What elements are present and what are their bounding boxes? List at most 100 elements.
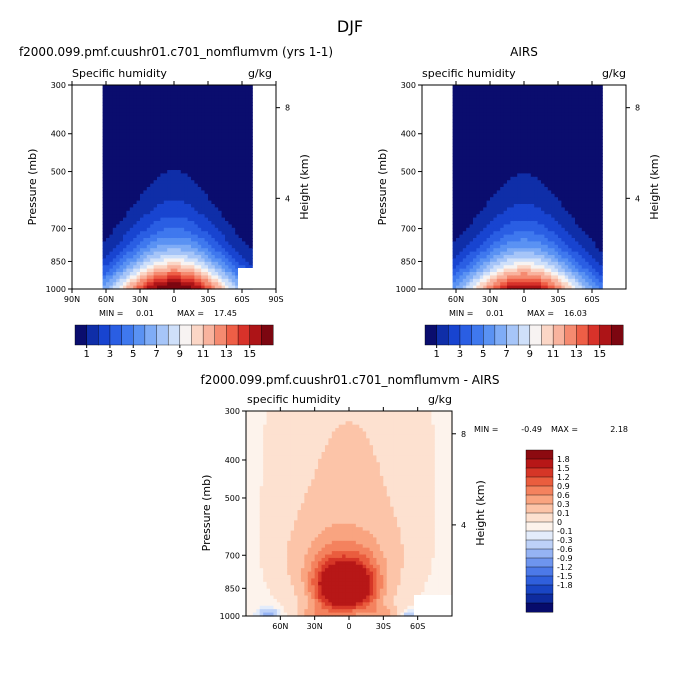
field-cell bbox=[204, 105, 209, 110]
field-cell bbox=[456, 170, 460, 174]
field-cell bbox=[564, 207, 569, 212]
field-cell bbox=[483, 95, 488, 100]
field-cell bbox=[123, 173, 127, 178]
field-cell bbox=[561, 153, 566, 157]
field-cell bbox=[157, 261, 161, 266]
field-cell bbox=[547, 238, 552, 242]
field-cell bbox=[187, 88, 192, 93]
field-cell bbox=[541, 102, 545, 106]
field-cell bbox=[510, 136, 515, 140]
field-cell bbox=[197, 214, 202, 219]
field-cell bbox=[541, 170, 545, 174]
field-cell bbox=[459, 200, 464, 205]
field-cell bbox=[163, 156, 168, 161]
field-cell bbox=[547, 125, 552, 130]
field-cell bbox=[184, 261, 189, 266]
field-cell bbox=[153, 268, 158, 273]
field-cell bbox=[476, 227, 481, 232]
field-cell bbox=[541, 261, 545, 266]
field-cell bbox=[517, 193, 522, 198]
field-cell bbox=[500, 197, 505, 202]
field-cell bbox=[197, 129, 202, 134]
field-cell bbox=[459, 159, 464, 164]
field-cell bbox=[140, 156, 144, 161]
field-cell bbox=[231, 108, 236, 113]
field-cell bbox=[564, 190, 569, 195]
field-cell bbox=[530, 159, 535, 164]
field-cell bbox=[541, 210, 545, 215]
field-cell bbox=[163, 275, 168, 280]
field-cell bbox=[231, 190, 236, 195]
field-cell bbox=[214, 265, 219, 270]
field-cell bbox=[211, 227, 216, 232]
field-cell bbox=[112, 285, 117, 290]
field-cell bbox=[133, 278, 138, 283]
field-cell bbox=[564, 102, 569, 106]
field-cell bbox=[204, 125, 209, 130]
field-cell bbox=[534, 112, 539, 117]
field-cell bbox=[578, 142, 583, 147]
field-cell bbox=[102, 105, 107, 110]
y-tick-label: 400 bbox=[51, 130, 66, 139]
field-cell bbox=[242, 227, 246, 232]
field-cell bbox=[530, 217, 535, 222]
field-cell bbox=[126, 238, 131, 242]
field-cell bbox=[170, 272, 175, 276]
field-cell bbox=[561, 221, 566, 225]
field-cell bbox=[469, 129, 474, 134]
field-cell bbox=[150, 149, 155, 154]
field-cell bbox=[194, 265, 199, 270]
field-cell bbox=[167, 108, 172, 113]
field-cell bbox=[476, 258, 481, 263]
field-cell bbox=[157, 166, 161, 171]
field-cell bbox=[486, 282, 491, 287]
field-cell bbox=[160, 129, 165, 134]
field-cell bbox=[231, 95, 236, 100]
field-cell bbox=[483, 190, 488, 195]
field-cell bbox=[534, 163, 539, 168]
field-cell bbox=[214, 139, 219, 144]
field-cell bbox=[109, 170, 114, 174]
field-cell bbox=[554, 217, 559, 222]
field-cell bbox=[160, 272, 165, 276]
field-cell bbox=[191, 91, 195, 96]
field-cell bbox=[462, 156, 467, 161]
field-cell bbox=[167, 183, 172, 188]
field-cell bbox=[143, 156, 148, 161]
field-cell bbox=[231, 88, 236, 93]
field-cell bbox=[102, 132, 107, 137]
field-cell bbox=[554, 139, 559, 144]
field-cell bbox=[123, 88, 127, 93]
field-cell bbox=[218, 197, 223, 202]
field-cell bbox=[153, 88, 158, 93]
field-cell bbox=[524, 207, 528, 212]
field-cell bbox=[194, 156, 199, 161]
field-cell bbox=[126, 112, 131, 117]
field-cell bbox=[177, 112, 182, 117]
field-cell bbox=[221, 115, 226, 120]
field-cell bbox=[177, 170, 182, 174]
field-cell bbox=[218, 98, 223, 103]
field-cell bbox=[150, 166, 155, 171]
field-cell bbox=[500, 163, 505, 168]
field-cell bbox=[496, 180, 501, 185]
field-cell bbox=[473, 119, 477, 123]
field-cell bbox=[483, 108, 488, 113]
field-cell bbox=[476, 268, 481, 273]
field-cell bbox=[197, 187, 202, 191]
field-cell bbox=[245, 156, 250, 161]
field-cell bbox=[578, 170, 583, 174]
field-cell bbox=[225, 95, 229, 100]
field-cell bbox=[459, 153, 464, 157]
field-cell bbox=[564, 282, 569, 287]
field-cell bbox=[231, 258, 236, 263]
field-cell bbox=[486, 210, 491, 215]
field-cell bbox=[459, 227, 464, 232]
field-cell bbox=[143, 139, 148, 144]
field-cell bbox=[194, 217, 199, 222]
field-cell bbox=[490, 248, 494, 253]
field-cell bbox=[496, 275, 501, 280]
field-cell bbox=[136, 115, 141, 120]
field-cell bbox=[204, 244, 209, 249]
field-cell bbox=[558, 200, 562, 205]
